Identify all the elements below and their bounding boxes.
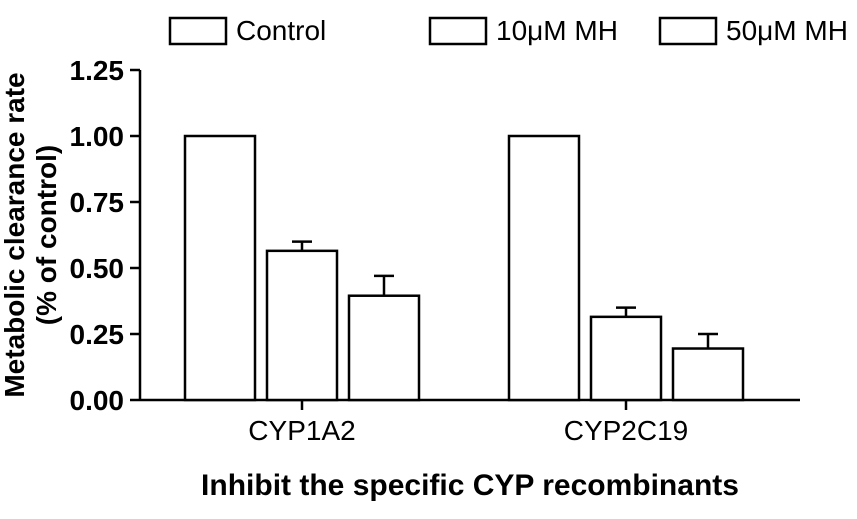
x-axis-title: Inhibit the specific CYP recombinants: [201, 469, 739, 502]
bar-outline: [185, 136, 255, 400]
legend-swatch-outline: [170, 18, 226, 44]
y-tick-label: 0.75: [70, 187, 125, 218]
bar-outline: [591, 317, 661, 400]
bar-outline: [267, 251, 337, 400]
svg-text:(% of control): (% of control): [31, 145, 62, 325]
y-tick-label: 0.50: [70, 253, 125, 284]
legend-swatch-outline: [430, 18, 486, 44]
y-tick-label: 1.25: [70, 55, 125, 86]
chart-svg: 0.00 0.25 0.50 0.75 1.00 1.25 Metabolic cleara…: [0, 0, 857, 519]
y-axis-title: Metabolic clearance rate(% of control): [0, 72, 62, 397]
bar-outline: [673, 349, 743, 400]
bar-outline: [509, 136, 579, 400]
clearance-bar-chart: 0.00 0.25 0.50 0.75 1.00 1.25 Metabolic cleara…: [0, 0, 857, 519]
bar-outline: [349, 296, 419, 400]
y-tick-label: 0.25: [70, 319, 125, 350]
legend-label: 10μM MH: [496, 15, 618, 46]
svg-text:Metabolic clearance rate: Metabolic clearance rate: [0, 72, 30, 397]
x-category-label: CYP1A2: [248, 415, 355, 446]
legend-label: Control: [236, 15, 326, 46]
legend-label: 50μM MH: [726, 15, 848, 46]
x-category-label: CYP2C19: [564, 415, 689, 446]
y-tick-label: 0.00: [70, 385, 125, 416]
y-tick-label: 1.00: [70, 121, 125, 152]
legend-swatch-outline: [660, 18, 716, 44]
